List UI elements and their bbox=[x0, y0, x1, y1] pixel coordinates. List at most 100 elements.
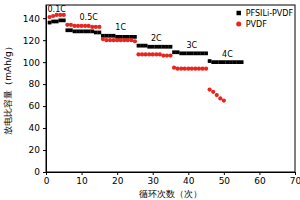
x-tick-mark bbox=[153, 172, 154, 175]
x-tick-label: 70 bbox=[290, 176, 300, 186]
point bbox=[65, 28, 69, 32]
point bbox=[218, 96, 222, 100]
x-tick-label: 60 bbox=[254, 176, 266, 186]
point bbox=[172, 50, 176, 54]
y-tick-label: 40 bbox=[29, 123, 41, 133]
point bbox=[51, 14, 55, 18]
point bbox=[48, 21, 52, 25]
point bbox=[151, 45, 155, 49]
y-tick: 100 bbox=[23, 58, 46, 68]
point bbox=[83, 29, 87, 33]
annotation: 2C bbox=[151, 34, 162, 43]
point bbox=[90, 29, 94, 33]
point bbox=[172, 66, 176, 70]
point bbox=[97, 25, 101, 29]
point bbox=[87, 29, 91, 33]
y-tick: 140 bbox=[23, 14, 46, 24]
legend-symbol bbox=[236, 21, 241, 26]
y-tick: 20 bbox=[29, 145, 46, 155]
x-tick: 20 bbox=[112, 172, 124, 186]
y-tick: 120 bbox=[23, 36, 46, 46]
point bbox=[158, 52, 162, 56]
point bbox=[162, 45, 166, 49]
y-axis: 020406080100120140 bbox=[23, 6, 47, 178]
point bbox=[208, 87, 212, 91]
point bbox=[105, 34, 109, 38]
x-axis: 010203040506070 bbox=[44, 172, 300, 186]
point bbox=[226, 60, 230, 64]
point bbox=[165, 45, 169, 49]
point bbox=[179, 51, 183, 55]
y-tick-mark bbox=[43, 172, 46, 173]
point bbox=[97, 31, 101, 35]
point bbox=[197, 51, 201, 55]
point bbox=[62, 19, 66, 23]
point bbox=[73, 29, 77, 33]
point bbox=[215, 60, 219, 64]
annotation: 3C bbox=[186, 41, 197, 50]
x-tick: 10 bbox=[76, 172, 88, 186]
chart: 0102030405060700204060801001201400.1C0.5… bbox=[0, 0, 300, 200]
plot-frame bbox=[46, 5, 295, 172]
legend: PFSILi-PVDF PVDF bbox=[236, 9, 293, 29]
plot: 0102030405060700204060801001201400.1C0.5… bbox=[23, 5, 300, 187]
legend-entry: PVDF bbox=[236, 20, 267, 29]
x-tick-label: 0 bbox=[44, 176, 50, 186]
y-tick: 0 bbox=[34, 167, 46, 177]
point bbox=[229, 60, 233, 64]
y-tick-label: 20 bbox=[29, 145, 41, 155]
point bbox=[211, 90, 215, 94]
point bbox=[101, 37, 105, 41]
point bbox=[204, 67, 208, 71]
point bbox=[69, 23, 73, 27]
point bbox=[204, 51, 208, 55]
series-0 bbox=[48, 19, 244, 64]
legend-label: PFSILi-PVDF bbox=[246, 9, 294, 18]
x-tick-mark bbox=[117, 172, 118, 175]
point bbox=[108, 34, 112, 38]
x-tick-mark bbox=[259, 172, 260, 175]
y-axis-title: 放电比容量（mAh/g） bbox=[3, 42, 13, 134]
y-tick-mark bbox=[43, 128, 46, 129]
point bbox=[154, 45, 158, 49]
x-tick: 0 bbox=[44, 172, 50, 186]
point bbox=[233, 60, 237, 64]
y-tick-mark bbox=[43, 150, 46, 151]
point bbox=[55, 20, 59, 24]
x-tick-mark bbox=[224, 172, 225, 175]
point bbox=[208, 59, 212, 63]
x-tick-label: 10 bbox=[76, 176, 88, 186]
x-tick-mark bbox=[188, 172, 189, 175]
point bbox=[194, 51, 198, 55]
point bbox=[240, 60, 244, 64]
point bbox=[87, 24, 91, 28]
x-tick: 70 bbox=[290, 172, 300, 186]
y-tick-label: 140 bbox=[23, 14, 40, 24]
series-1 bbox=[47, 13, 226, 103]
y-tick-label: 0 bbox=[34, 167, 40, 177]
point bbox=[158, 45, 162, 49]
point bbox=[218, 60, 222, 64]
point bbox=[186, 51, 190, 55]
point bbox=[76, 29, 80, 33]
point bbox=[176, 50, 180, 54]
point bbox=[137, 44, 141, 48]
legend-label: PVDF bbox=[246, 20, 267, 29]
point bbox=[190, 51, 194, 55]
point bbox=[168, 53, 172, 57]
legend-symbol bbox=[236, 11, 240, 15]
x-tick-label: 50 bbox=[219, 176, 231, 186]
annotation: 0.1C bbox=[48, 5, 67, 14]
x-tick-label: 20 bbox=[112, 176, 124, 186]
point bbox=[51, 20, 55, 24]
annotation: 1C bbox=[115, 23, 126, 32]
y-tick-label: 80 bbox=[29, 79, 41, 89]
x-tick-mark bbox=[295, 172, 296, 175]
point bbox=[80, 29, 84, 33]
point bbox=[211, 60, 215, 64]
point bbox=[144, 44, 148, 48]
annotation: 0.5C bbox=[80, 13, 99, 22]
legend-entry: PFSILi-PVDF bbox=[236, 9, 293, 18]
x-tick: 60 bbox=[254, 172, 266, 186]
point bbox=[215, 93, 219, 97]
